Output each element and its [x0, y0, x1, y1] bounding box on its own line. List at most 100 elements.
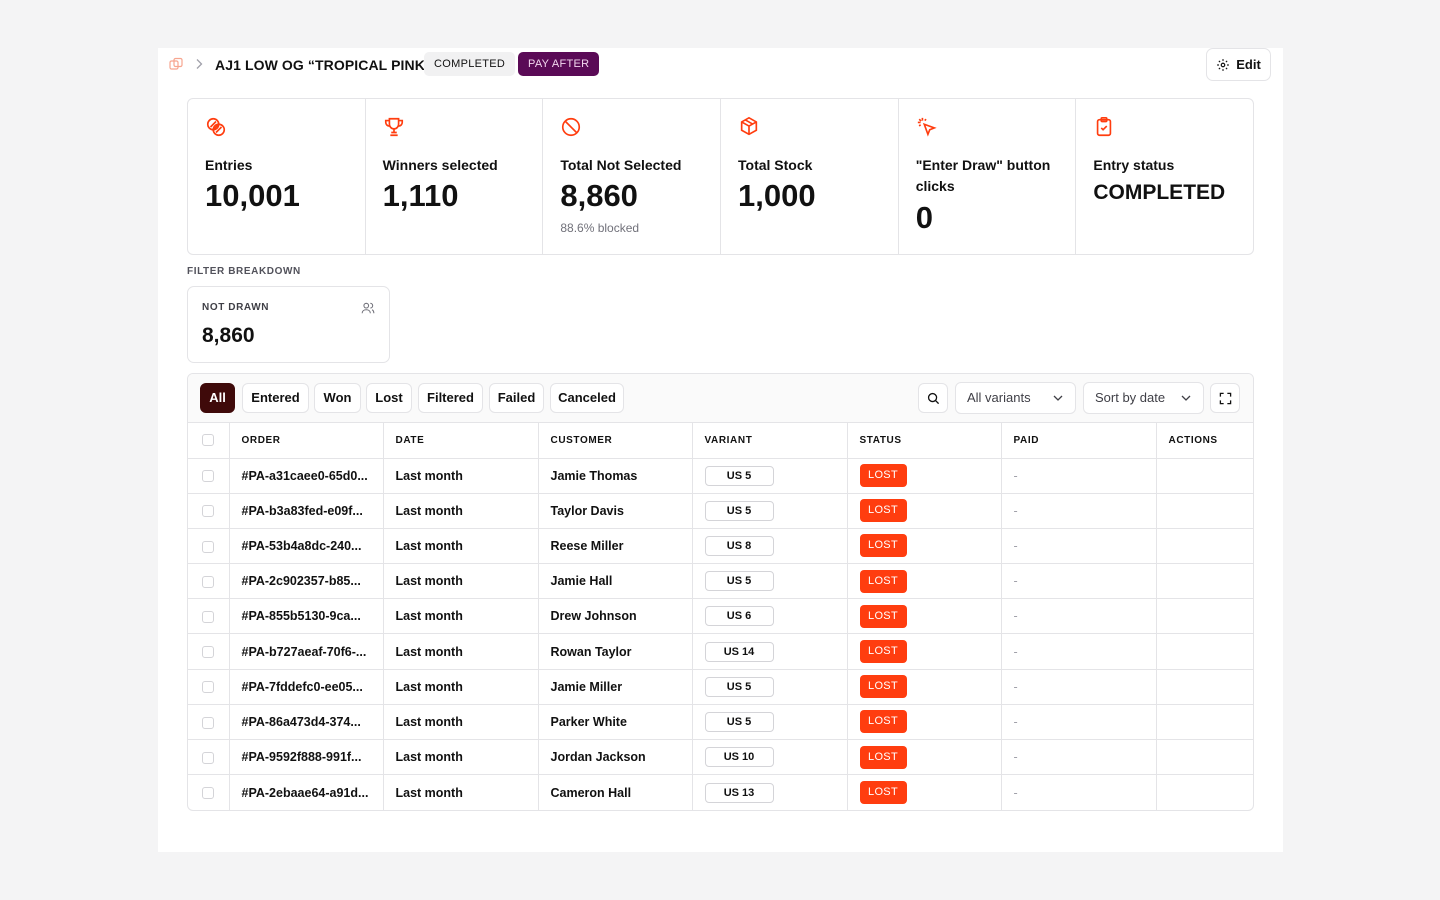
row-checkbox[interactable] [202, 681, 214, 694]
variant-chip: US 8 [704, 535, 774, 556]
row-select-cell [188, 669, 230, 705]
status-badge-lost: LOST [859, 781, 907, 805]
row-checkbox[interactable] [202, 505, 214, 518]
tab-won[interactable]: Won [314, 383, 361, 413]
sort-select[interactable]: Sort by date [1083, 382, 1204, 414]
table-row[interactable]: #PA-855b5130-9ca... Last month Drew Johnso… [188, 598, 1253, 635]
row-select-cell [188, 704, 230, 741]
select-all-checkbox[interactable] [202, 434, 214, 447]
order-cell[interactable]: #PA-7fddefc0-ee05... [229, 669, 384, 705]
order-cell[interactable]: #PA-2c902357-b85... [229, 563, 384, 600]
col-paid[interactable]: PAID [1001, 423, 1157, 459]
table-row[interactable]: #PA-a31caee0-65d0... Last month Jamie Thom… [188, 458, 1253, 494]
not-drawn-card: NOT DRAWN 8,860 [187, 286, 390, 363]
table-row[interactable]: #PA-2ebaae64-a91d... Last month Cameron Ha… [188, 774, 1253, 810]
paid-cell: - [1001, 633, 1157, 670]
clipboard-check-icon [1097, 117, 1112, 137]
col-status[interactable]: STATUS [847, 423, 1002, 459]
stat-entry-status: Entry status COMPLETED [1076, 99, 1253, 254]
table-row[interactable]: #PA-b727aeaf-70f6-... Last month Rowan Tay… [188, 633, 1253, 670]
row-checkbox[interactable] [202, 787, 214, 800]
table-header-row: ORDER DATE CUSTOMER VARIANT STATUS PAID … [188, 423, 1253, 459]
tab-canceled[interactable]: Canceled [550, 383, 624, 413]
table-toolbar: All Entered Won Lost Filtered Failed Can… [188, 374, 1253, 423]
date-cell: Last month [383, 704, 539, 741]
table-row[interactable]: #PA-2c902357-b85... Last month Jamie Hall U… [188, 563, 1253, 600]
table-row[interactable]: #PA-7fddefc0-ee05... Last month Jamie Mill… [188, 669, 1253, 705]
tab-entered[interactable]: Entered [242, 383, 309, 413]
paid-cell: - [1001, 704, 1157, 741]
customer-cell: Cameron Hall [538, 774, 693, 810]
status-badge: COMPLETED [424, 52, 516, 76]
order-cell[interactable]: #PA-2ebaae64-a91d... [229, 774, 384, 810]
copy-icon[interactable] [169, 57, 183, 71]
date-cell: Last month [383, 493, 539, 529]
tab-all[interactable]: All [200, 383, 235, 413]
order-cell[interactable]: #PA-a31caee0-65d0... [229, 458, 384, 494]
row-checkbox[interactable] [202, 716, 214, 729]
status-cell: LOST [847, 563, 1002, 600]
paid-cell: - [1001, 739, 1157, 776]
order-cell[interactable]: #PA-855b5130-9ca... [229, 598, 384, 635]
stat-value: 0 [915, 200, 933, 235]
col-variant[interactable]: VARIANT [692, 423, 848, 459]
tab-failed[interactable]: Failed [489, 383, 544, 413]
table-row[interactable]: #PA-86a473d4-374... Last month Parker Whit… [188, 704, 1253, 741]
tab-lost[interactable]: Lost [366, 383, 412, 413]
chevron-down-icon [1181, 395, 1191, 401]
paid-value: - [1013, 538, 1018, 553]
variant-chip: US 6 [704, 606, 774, 627]
col-date[interactable]: DATE [383, 423, 539, 459]
variant-chip: US 5 [704, 711, 774, 732]
expand-icon [1219, 392, 1231, 404]
page-header: AJ1 LOW OG “TROPICAL PINK” COMPLETED PAY… [158, 48, 1283, 82]
actions-cell [1156, 528, 1253, 565]
order-cell[interactable]: #PA-9592f888-991f... [229, 739, 384, 776]
col-order[interactable]: ORDER [229, 423, 384, 459]
variant-select[interactable]: All variants [955, 382, 1076, 414]
stat-winners: Winners selected 1,110 [366, 99, 544, 254]
row-checkbox[interactable] [202, 540, 214, 553]
status-badge-lost: LOST [859, 745, 907, 769]
date-cell: Last month [383, 598, 539, 635]
row-checkbox[interactable] [202, 646, 214, 659]
order-cell[interactable]: #PA-86a473d4-374... [229, 704, 384, 741]
row-select-cell [188, 598, 230, 635]
search-button[interactable] [918, 383, 948, 413]
paid-cell: - [1001, 563, 1157, 600]
variant-cell: US 5 [692, 458, 848, 494]
col-actions: ACTIONS [1156, 423, 1253, 459]
variant-cell: US 5 [692, 704, 848, 741]
customer-cell: Jamie Thomas [538, 458, 693, 494]
order-cell[interactable]: #PA-53b4a8dc-240... [229, 528, 384, 565]
row-checkbox[interactable] [202, 575, 214, 588]
row-checkbox[interactable] [202, 751, 214, 764]
status-badge-lost: LOST [859, 710, 907, 734]
col-customer[interactable]: CUSTOMER [538, 423, 693, 459]
stat-sub: 88.6% blocked [560, 221, 640, 235]
status-cell: LOST [847, 633, 1002, 670]
row-select-cell [188, 563, 230, 600]
select-all-cell [188, 423, 230, 459]
row-checkbox[interactable] [202, 470, 214, 483]
edit-button[interactable]: Edit [1206, 48, 1271, 81]
variant-cell: US 5 [692, 563, 848, 600]
status-cell: LOST [847, 528, 1002, 565]
order-cell[interactable]: #PA-b3a83fed-e09f... [229, 493, 384, 529]
customer-cell: Jamie Hall [538, 563, 693, 600]
order-cell[interactable]: #PA-b727aeaf-70f6-... [229, 633, 384, 670]
row-checkbox[interactable] [202, 611, 214, 624]
paid-cell: - [1001, 774, 1157, 810]
table-row[interactable]: #PA-53b4a8dc-240... Last month Reese Mille… [188, 528, 1253, 565]
search-icon [927, 392, 939, 404]
variant-cell: US 10 [692, 739, 848, 776]
customer-cell: Taylor Davis [538, 493, 693, 529]
table-row[interactable]: #PA-b3a83fed-e09f... Last month Taylor Dav… [188, 493, 1253, 529]
fullscreen-button[interactable] [1210, 383, 1240, 413]
row-select-cell [188, 633, 230, 670]
customer-cell: Reese Miller [538, 528, 693, 565]
paid-cell: - [1001, 598, 1157, 635]
table-row[interactable]: #PA-9592f888-991f... Last month Jordan Jac… [188, 739, 1253, 776]
tab-filtered[interactable]: Filtered [418, 383, 483, 413]
ban-icon [562, 117, 581, 137]
